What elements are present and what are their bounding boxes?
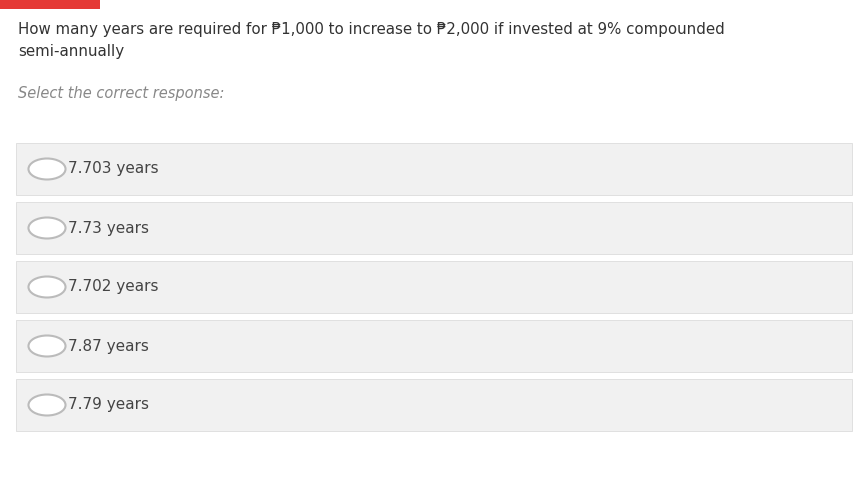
Circle shape — [29, 395, 65, 416]
FancyBboxPatch shape — [16, 320, 852, 372]
Text: 7.73 years: 7.73 years — [68, 220, 149, 236]
Text: How many years are required for ₱1,000 to increase to ₱2,000 if invested at 9% c: How many years are required for ₱1,000 t… — [18, 22, 725, 37]
FancyBboxPatch shape — [0, 0, 100, 9]
Circle shape — [29, 336, 65, 357]
Circle shape — [29, 217, 65, 239]
FancyBboxPatch shape — [16, 379, 852, 431]
Circle shape — [29, 158, 65, 180]
Text: 7.87 years: 7.87 years — [68, 338, 149, 353]
Text: semi-annually: semi-annually — [18, 44, 124, 59]
FancyBboxPatch shape — [16, 143, 852, 195]
Text: 7.702 years: 7.702 years — [68, 279, 159, 295]
Text: 7.703 years: 7.703 years — [68, 161, 159, 177]
Text: Select the correct response:: Select the correct response: — [18, 86, 224, 101]
Text: 7.79 years: 7.79 years — [68, 398, 149, 412]
Circle shape — [29, 277, 65, 298]
FancyBboxPatch shape — [16, 202, 852, 254]
FancyBboxPatch shape — [16, 261, 852, 313]
